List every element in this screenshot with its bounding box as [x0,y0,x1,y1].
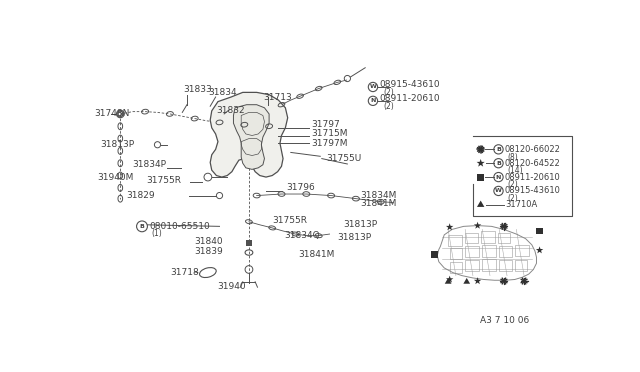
Text: 08120-66022: 08120-66022 [505,145,561,154]
Text: 31715M: 31715M [311,129,348,138]
Text: B: B [496,147,501,152]
Bar [450,262,462,273]
Bar [498,232,510,243]
Text: (14): (14) [508,166,524,176]
Bar [431,251,438,257]
Text: 31748N: 31748N [94,109,129,118]
Text: 31797: 31797 [311,120,340,129]
Bar [515,245,529,256]
Text: 31755R: 31755R [147,176,182,185]
Polygon shape [474,277,481,284]
Text: 08915-43610: 08915-43610 [505,186,561,195]
Text: (1): (1) [151,229,162,238]
Text: 31718: 31718 [170,268,198,277]
Bar [477,174,484,180]
Text: W: W [495,189,502,193]
Bar [536,228,543,234]
Text: (2): (2) [508,194,518,203]
Text: 08911-20610: 08911-20610 [379,94,440,103]
Text: 08010-65510: 08010-65510 [149,222,210,231]
Bar [465,260,479,271]
Text: 31834M: 31834M [360,191,397,200]
Bar [448,235,462,246]
Text: 31813P: 31813P [100,140,134,149]
Text: N: N [371,98,376,103]
Bar [481,231,495,243]
Text: 31813P: 31813P [344,220,378,229]
Bar [465,246,479,257]
Bar [465,232,477,243]
Bar [482,259,496,271]
Text: 31834P: 31834P [132,160,166,169]
Text: 31797M: 31797M [311,139,348,148]
Polygon shape [446,223,453,230]
Polygon shape [446,276,453,283]
Bar [246,240,252,246]
Text: 31829: 31829 [127,191,155,200]
Bar [499,260,511,271]
Polygon shape [210,92,288,177]
Text: 31940M: 31940M [97,173,133,182]
Text: 31839: 31839 [195,247,223,256]
Text: 31833: 31833 [183,85,212,94]
Text: 08120-64522: 08120-64522 [505,159,561,168]
Polygon shape [474,222,481,229]
Text: 31755U: 31755U [326,154,362,163]
Text: 31834Q: 31834Q [285,231,320,240]
Bar [515,260,527,271]
Polygon shape [536,246,543,253]
Text: B: B [140,224,145,229]
Text: 08911-20610: 08911-20610 [505,173,561,182]
Text: 08915-43610: 08915-43610 [379,80,440,89]
Text: 31710A: 31710A [506,200,538,209]
Text: A3 7 10 06: A3 7 10 06 [480,316,529,325]
Text: 31841M: 31841M [298,250,335,259]
Text: 31840: 31840 [195,237,223,246]
Polygon shape [234,105,269,169]
Bar [482,245,496,257]
Text: 31832: 31832 [216,106,245,115]
Text: 31940: 31940 [218,282,246,291]
Polygon shape [445,278,451,284]
Text: (8): (8) [508,153,518,161]
Bar [450,248,462,259]
Text: 31813P: 31813P [337,232,371,242]
Text: 31834: 31834 [208,88,237,97]
Text: N: N [496,174,501,180]
Text: W: W [369,84,376,90]
Text: 31841M: 31841M [360,199,397,208]
Text: (2): (2) [508,180,518,189]
Text: (2): (2) [384,102,394,111]
Bar [499,246,511,257]
Polygon shape [477,159,484,167]
Text: 31713: 31713 [263,93,292,102]
Text: 31796: 31796 [286,183,315,192]
Text: 31755R: 31755R [272,216,307,225]
Text: (2): (2) [384,88,394,97]
Text: B: B [496,161,501,166]
Polygon shape [477,201,484,207]
Polygon shape [463,278,470,284]
